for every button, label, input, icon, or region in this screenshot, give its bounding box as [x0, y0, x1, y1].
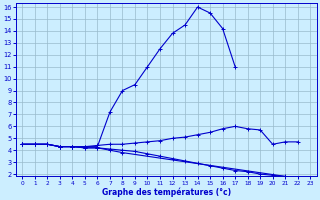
X-axis label: Graphe des températures (°c): Graphe des températures (°c) — [102, 187, 231, 197]
